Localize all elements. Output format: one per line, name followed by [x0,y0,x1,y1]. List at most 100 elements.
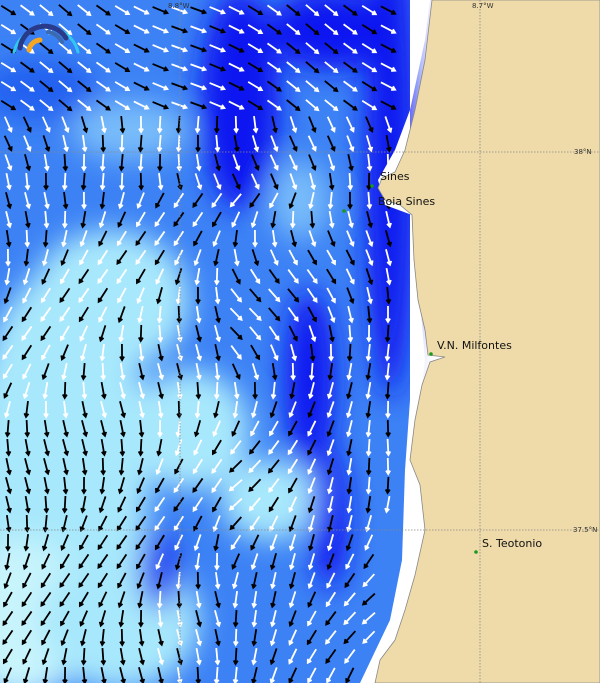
direction-arrow [192,211,204,228]
direction-arrow [114,100,131,111]
direction-arrow [157,153,163,172]
direction-arrow [231,420,241,437]
direction-arrow [59,572,71,589]
direction-arrow [194,552,201,571]
direction-arrow [247,5,264,16]
direction-arrow [250,420,260,437]
direction-arrow [362,630,376,644]
direction-arrow [214,286,221,305]
direction-arrow [133,5,150,15]
direction-arrow [289,381,296,400]
direction-arrow [176,400,182,419]
direction-arrow [137,438,144,457]
direction-arrow [269,420,279,437]
direction-arrow [193,420,202,438]
direction-arrow [347,172,354,191]
direction-arrow [346,420,353,438]
direction-arrow [195,305,202,324]
direction-arrow [157,648,165,666]
place-boia-sines[interactable]: Boia Sines [342,195,435,213]
direction-arrow [251,571,258,590]
direction-arrow [266,80,282,92]
place-vn-milfontes[interactable]: V.N. Milfontes [429,339,512,356]
direction-arrow [80,362,87,381]
direction-arrow [361,80,378,92]
direction-arrow [152,6,170,15]
direction-arrow [118,153,125,172]
direction-arrow [137,324,144,343]
direction-arrow [62,210,68,229]
direction-arrow [287,306,299,322]
direction-arrow [43,419,50,438]
direction-arrow [232,400,239,419]
direction-arrow [271,229,278,248]
direction-arrow [95,80,111,92]
direction-arrow [175,134,182,153]
direction-arrow [347,306,354,324]
direction-arrow [363,553,375,570]
direction-arrow [100,647,107,666]
direction-arrow [288,325,298,342]
direction-arrow [211,477,223,494]
direction-arrow [135,249,147,266]
direction-arrow [5,211,12,229]
direction-arrow [251,609,258,628]
direction-arrow [156,134,163,153]
direction-arrow [365,457,372,476]
direction-arrow [212,515,221,533]
direction-arrow [345,534,354,552]
direction-arrow [3,382,13,399]
place-s-teotonio[interactable]: S. Teotonio [474,537,542,554]
direction-arrow [213,115,220,134]
direction-arrow [288,249,298,266]
direction-arrow [345,667,355,683]
direction-arrow [5,248,11,267]
direction-arrow [365,343,372,362]
place-sines[interactable]: Sines [370,170,410,188]
direction-arrow [119,382,126,400]
direction-arrow [327,230,336,248]
direction-arrow [60,325,70,342]
direction-arrow [24,477,31,495]
direction-arrow [288,515,297,533]
place-label: Boia Sines [378,195,435,208]
direction-arrow [155,458,164,476]
direction-arrow [116,249,128,265]
direction-arrow [287,288,300,303]
direction-arrow [40,610,52,627]
direction-arrow [3,116,13,133]
direction-arrow [228,62,245,72]
direction-arrow [195,610,202,628]
direction-arrow [305,99,320,112]
direction-arrow [60,629,69,647]
direction-arrow [95,42,111,54]
direction-arrow [119,419,126,438]
direction-arrow [4,552,11,571]
direction-arrow [41,268,51,285]
direction-arrow [305,23,320,36]
direction-arrow [307,534,315,552]
direction-arrow [98,230,108,247]
direction-arrow [325,591,337,608]
direction-arrow [269,192,279,209]
direction-arrow [176,590,183,609]
direction-arrow [2,344,14,360]
direction-arrow [286,80,301,93]
direction-arrow [79,325,89,342]
direction-arrow [347,153,354,172]
direction-arrow [326,382,334,400]
direction-arrow [5,514,12,533]
direction-arrow [98,496,107,514]
direction-arrow [190,82,208,91]
direction-arrow [229,193,242,208]
direction-arrow [270,381,277,400]
direction-arrow [138,172,144,191]
direction-arrow [41,553,51,570]
direction-arrow [24,229,31,248]
direction-arrow [194,173,203,191]
direction-arrow [250,401,258,419]
direction-arrow [195,325,202,343]
direction-arrow [156,115,163,134]
direction-arrow [228,43,245,53]
